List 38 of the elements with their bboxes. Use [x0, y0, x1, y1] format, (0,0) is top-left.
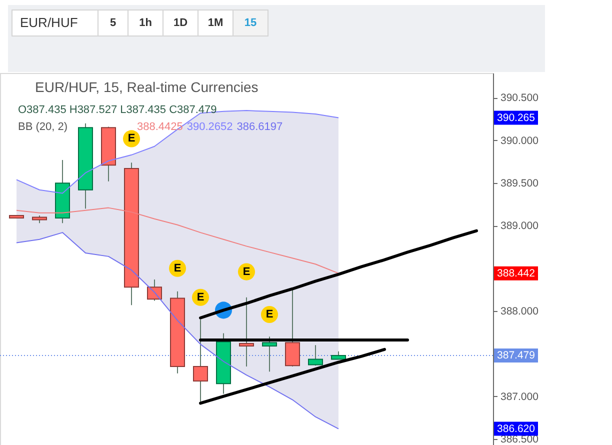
y-tick-label: 389.500 — [500, 178, 539, 190]
text: 1M — [208, 17, 224, 29]
candlestick — [239, 296, 254, 368]
line-series — [199, 229, 478, 320]
data-label: E — [196, 291, 204, 304]
y-tick-label: 388.000 — [500, 306, 539, 318]
text: 1h — [139, 17, 152, 29]
y-tick-label: 390.000 — [500, 134, 539, 147]
text: EUR/HUF — [20, 15, 78, 30]
text: 15 — [244, 17, 257, 29]
line-series — [16, 232, 339, 430]
legend-title: BB (20, 2) — [18, 121, 68, 133]
data-label: E — [242, 266, 250, 278]
candlestick — [262, 336, 277, 372]
annotation: 390.265 — [497, 112, 536, 124]
y-tick-label: 389.000 — [500, 220, 539, 232]
text: 386.6197 — [236, 121, 283, 133]
text: 388.4425 — [137, 121, 183, 133]
candlestick — [193, 319, 208, 402]
y-tick-label: 386.500 — [500, 434, 539, 445]
y-tick-label: 387.000 — [500, 390, 539, 403]
annotation: 387.479 — [497, 350, 536, 362]
data-label: E — [266, 308, 274, 320]
text: 5 — [110, 17, 116, 29]
text: 1D — [173, 17, 188, 29]
data-label: E — [174, 262, 182, 274]
text: O387.435 H387.527 L387.435 C387.479 — [18, 104, 217, 116]
chart-title: EUR/HUF, 15, Real-time Currencies — [35, 79, 258, 95]
line-series — [16, 207, 339, 274]
candlestick — [285, 288, 300, 368]
candlestick — [147, 278, 162, 302]
candlestick — [308, 344, 323, 366]
y-tick-label: 390.500 — [500, 92, 539, 104]
data-label: E — [128, 132, 136, 145]
line-series — [199, 348, 386, 405]
annotation: 386.620 — [497, 422, 536, 435]
series-label: 390.2652 — [186, 121, 233, 133]
annotation: 388.442 — [497, 267, 536, 280]
